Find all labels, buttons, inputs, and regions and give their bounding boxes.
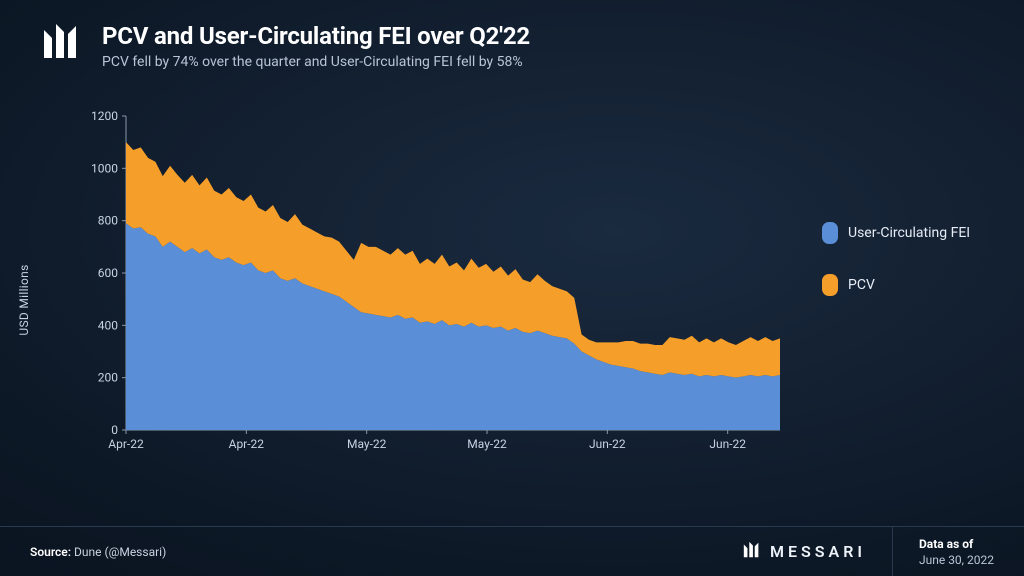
legend: User-Circulating FEI PCV bbox=[822, 222, 970, 326]
svg-text:200: 200 bbox=[98, 371, 118, 385]
legend-item-fei: User-Circulating FEI bbox=[822, 222, 970, 244]
source-value: Dune (@Messari) bbox=[74, 545, 166, 559]
brand: MESSARI bbox=[716, 527, 893, 576]
page-title: PCV and User-Circulating FEI over Q2'22 bbox=[102, 22, 530, 50]
page-subtitle: PCV fell by 74% over the quarter and Use… bbox=[102, 54, 530, 70]
y-axis-label: USD Millions bbox=[17, 264, 31, 335]
messari-logo-icon bbox=[40, 20, 84, 64]
svg-text:0: 0 bbox=[111, 423, 118, 437]
legend-swatch-fei bbox=[822, 222, 838, 244]
svg-text:Jun-22: Jun-22 bbox=[589, 437, 626, 451]
svg-text:400: 400 bbox=[98, 318, 118, 332]
source-text: Source: Dune (@Messari) bbox=[30, 545, 166, 559]
svg-text:1000: 1000 bbox=[91, 161, 118, 175]
messari-small-icon bbox=[742, 540, 762, 564]
svg-text:May-22: May-22 bbox=[467, 437, 507, 451]
data-as-of: Data as of June 30, 2022 bbox=[893, 527, 994, 576]
svg-text:1200: 1200 bbox=[91, 109, 118, 123]
source-label: Source: bbox=[30, 545, 71, 559]
chart-container: USD Millions 020040060080010001200Apr-22… bbox=[30, 100, 800, 500]
asof-date: June 30, 2022 bbox=[919, 553, 994, 567]
svg-text:800: 800 bbox=[98, 214, 118, 228]
brand-text: MESSARI bbox=[770, 542, 866, 561]
chart-plot: 0 200 400 600 800 1000 1200 Apr-22 Apr-22 May-22 M… bbox=[86, 110, 786, 458]
svg-text:600: 600 bbox=[98, 266, 118, 280]
legend-label-pcv: PCV bbox=[848, 277, 875, 293]
svg-text:May-22: May-22 bbox=[347, 437, 387, 451]
legend-swatch-pcv bbox=[822, 274, 838, 296]
legend-item-pcv: PCV bbox=[822, 274, 970, 296]
header: PCV and User-Circulating FEI over Q2'22 … bbox=[40, 20, 530, 70]
asof-label: Data as of bbox=[919, 537, 994, 551]
svg-text:Apr-22: Apr-22 bbox=[108, 437, 144, 451]
svg-text:Apr-22: Apr-22 bbox=[229, 437, 265, 451]
legend-label-fei: User-Circulating FEI bbox=[848, 225, 970, 241]
svg-text:Jun-22: Jun-22 bbox=[709, 437, 746, 451]
footer: Source: Dune (@Messari) MESSARI Data as … bbox=[0, 526, 1024, 576]
